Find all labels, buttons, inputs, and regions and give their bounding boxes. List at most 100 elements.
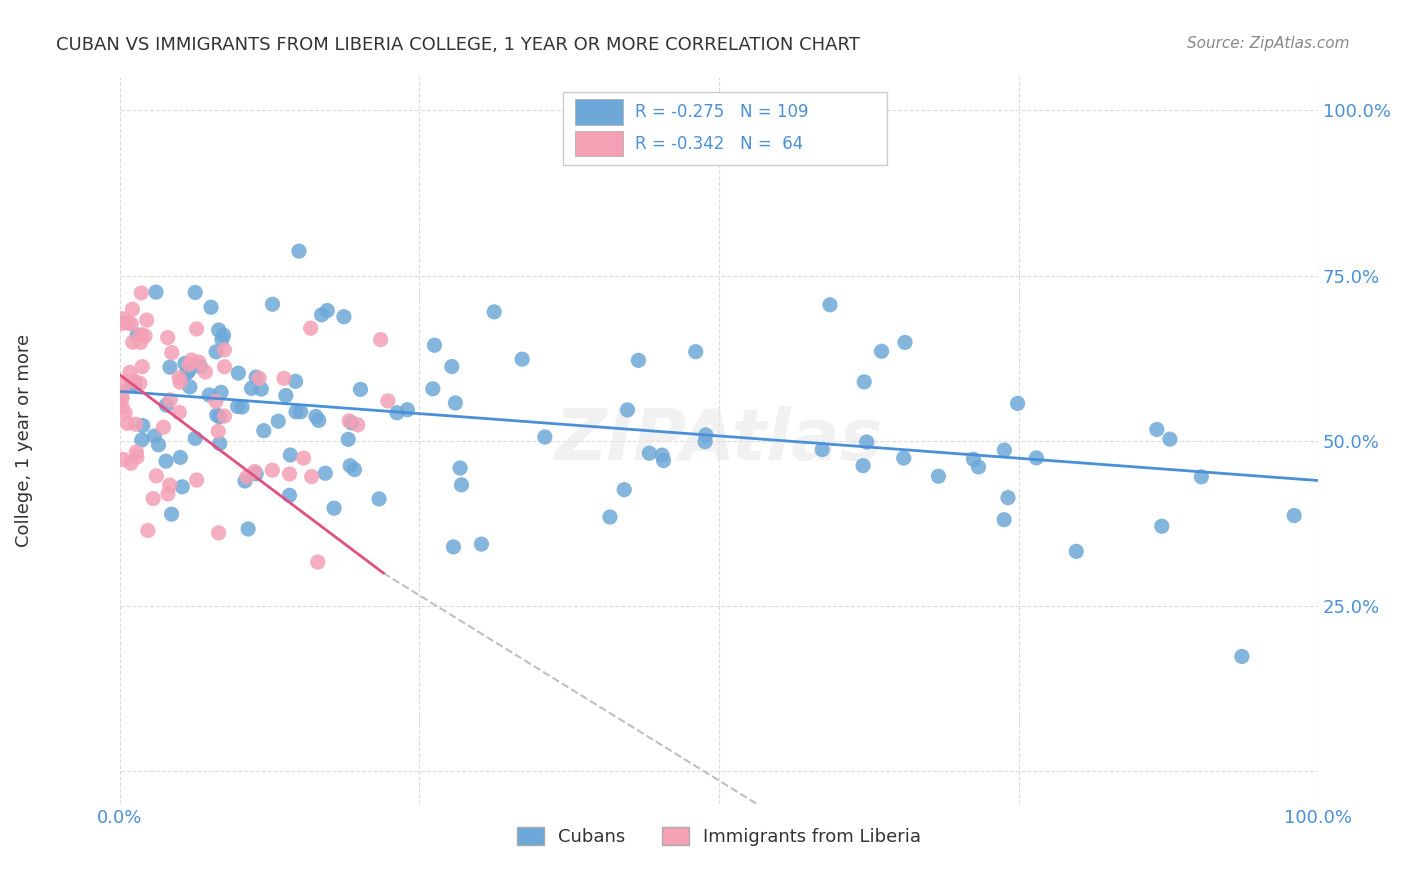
Text: ZIPAtlas: ZIPAtlas xyxy=(555,407,883,475)
Cubans xyxy=(305,409,328,424)
Cubans xyxy=(120,379,142,393)
Cubans xyxy=(274,388,297,402)
Immigrants from Liberia xyxy=(159,392,181,407)
Immigrants from Liberia xyxy=(152,420,174,434)
Y-axis label: College, 1 year or more: College, 1 year or more xyxy=(15,334,32,548)
Cubans xyxy=(510,352,533,367)
Immigrants from Liberia xyxy=(278,467,301,481)
Cubans xyxy=(440,359,463,374)
Cubans xyxy=(855,435,877,450)
Immigrants from Liberia xyxy=(118,365,141,379)
FancyBboxPatch shape xyxy=(575,130,623,156)
Cubans xyxy=(253,424,276,438)
Immigrants from Liberia xyxy=(177,358,200,372)
Immigrants from Liberia xyxy=(205,394,228,409)
Cubans xyxy=(340,416,363,430)
Cubans xyxy=(1230,649,1253,664)
Immigrants from Liberia xyxy=(301,469,323,483)
Cubans xyxy=(349,383,371,397)
Cubans xyxy=(169,450,191,465)
Immigrants from Liberia xyxy=(134,329,156,343)
Cubans xyxy=(339,458,361,473)
Immigrants from Liberia xyxy=(160,345,183,359)
Cubans xyxy=(198,388,221,402)
Immigrants from Liberia xyxy=(370,333,392,347)
Immigrants from Liberia xyxy=(299,321,322,335)
Cubans xyxy=(1025,450,1047,465)
Cubans xyxy=(993,443,1015,458)
Cubans xyxy=(132,418,155,433)
Immigrants from Liberia xyxy=(214,359,236,374)
Cubans xyxy=(343,462,366,476)
Cubans xyxy=(155,454,177,468)
Cubans xyxy=(616,403,638,417)
Cubans xyxy=(534,430,557,444)
Cubans xyxy=(967,460,990,475)
Cubans xyxy=(177,364,200,378)
Cubans xyxy=(893,451,915,466)
Immigrants from Liberia xyxy=(124,374,146,388)
Cubans xyxy=(236,522,259,536)
Immigrants from Liberia xyxy=(114,406,136,420)
Immigrants from Liberia xyxy=(131,327,153,342)
Immigrants from Liberia xyxy=(187,355,209,369)
Cubans xyxy=(148,438,170,452)
Cubans xyxy=(285,405,308,419)
Immigrants from Liberia xyxy=(112,452,135,467)
Immigrants from Liberia xyxy=(167,370,190,384)
Immigrants from Liberia xyxy=(142,491,165,506)
Immigrants from Liberia xyxy=(159,478,181,492)
Immigrants from Liberia xyxy=(169,375,191,389)
Immigrants from Liberia xyxy=(121,302,143,317)
Cubans xyxy=(228,366,250,380)
Immigrants from Liberia xyxy=(125,445,148,459)
Immigrants from Liberia xyxy=(262,463,284,477)
Cubans xyxy=(852,458,875,473)
Cubans xyxy=(284,374,307,388)
Immigrants from Liberia xyxy=(111,391,134,405)
Immigrants from Liberia xyxy=(214,343,236,357)
Cubans xyxy=(208,323,231,337)
Immigrants from Liberia xyxy=(377,393,399,408)
Immigrants from Liberia xyxy=(180,353,202,368)
Cubans xyxy=(131,433,153,447)
Cubans xyxy=(308,413,330,427)
Cubans xyxy=(482,305,505,319)
Immigrants from Liberia xyxy=(292,451,315,466)
Cubans xyxy=(205,408,228,422)
Immigrants from Liberia xyxy=(167,405,190,419)
Cubans xyxy=(288,244,311,259)
Cubans xyxy=(385,406,408,420)
Cubans xyxy=(423,338,446,352)
Immigrants from Liberia xyxy=(131,285,153,300)
Cubans xyxy=(818,298,841,312)
Cubans xyxy=(226,400,249,414)
Cubans xyxy=(280,448,302,462)
Cubans xyxy=(894,335,917,350)
Immigrants from Liberia xyxy=(136,524,159,538)
Cubans xyxy=(155,398,177,412)
Cubans xyxy=(314,466,336,480)
Immigrants from Liberia xyxy=(207,525,229,540)
Text: Source: ZipAtlas.com: Source: ZipAtlas.com xyxy=(1187,36,1350,51)
Cubans xyxy=(267,414,290,428)
Immigrants from Liberia xyxy=(337,414,360,428)
Cubans xyxy=(316,303,339,318)
Cubans xyxy=(333,310,356,324)
Immigrants from Liberia xyxy=(120,317,142,331)
Text: CUBAN VS IMMIGRANTS FROM LIBERIA COLLEGE, 1 YEAR OR MORE CORRELATION CHART: CUBAN VS IMMIGRANTS FROM LIBERIA COLLEGE… xyxy=(56,36,860,54)
Immigrants from Liberia xyxy=(273,371,295,385)
Cubans xyxy=(176,366,198,380)
Cubans xyxy=(853,375,876,389)
Immigrants from Liberia xyxy=(156,487,179,501)
Cubans xyxy=(240,381,263,395)
Cubans xyxy=(396,402,419,417)
FancyBboxPatch shape xyxy=(564,92,887,165)
Immigrants from Liberia xyxy=(156,330,179,344)
Immigrants from Liberia xyxy=(121,335,143,350)
Cubans xyxy=(1159,432,1181,446)
Cubans xyxy=(208,409,231,424)
Cubans xyxy=(927,469,949,483)
Immigrants from Liberia xyxy=(111,385,134,400)
Cubans xyxy=(233,474,256,488)
